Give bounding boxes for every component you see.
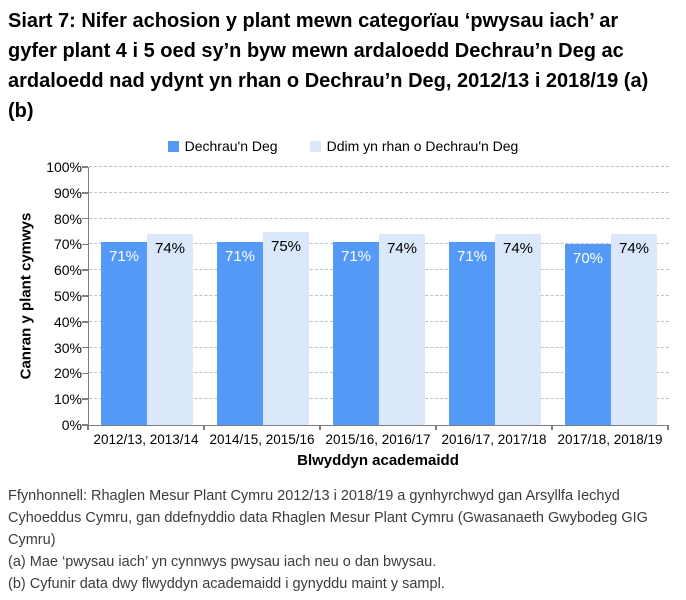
x-axis-tick (203, 425, 205, 430)
chart-title: Siart 7: Nifer achosion y plant mewn cat… (8, 10, 649, 122)
bar-ddim-yn-rhan: 75% (263, 231, 309, 425)
bar-dechraun-deg: 71% (333, 241, 379, 425)
note-a: (a) Mae ‘pwysau iach’ yn cynnwys pwysau … (8, 554, 437, 570)
bar-value-label: 74% (618, 240, 650, 258)
gridline (89, 217, 669, 219)
x-axis-tick (667, 425, 669, 430)
bar-value-label: 70% (572, 250, 604, 268)
y-axis-tick (82, 398, 88, 400)
x-axis-category-label: 2012/13, 2013/14 (93, 432, 199, 447)
legend: Dechrau'n Deg Ddim yn rhan o Dechrau'n D… (0, 138, 686, 154)
y-axis-tick (82, 346, 88, 349)
legend-item-dechraun-deg: Dechrau'n Deg (167, 138, 278, 154)
y-axis-tick-label: 0% (61, 417, 82, 433)
x-axis-tick (435, 425, 437, 430)
x-axis-category-label: 2014/15, 2015/16 (209, 432, 315, 447)
legend-item-ddim-yn-rhan: Ddim yn rhan o Dechrau'n Deg (309, 138, 519, 154)
y-axis-tick-label: 30% (53, 339, 82, 356)
bar-ddim-yn-rhan: 74% (379, 234, 425, 425)
x-axis-tick (87, 425, 89, 430)
legend-swatch-dechraun-deg (167, 140, 179, 152)
y-axis-tick-label: 70% (53, 236, 82, 253)
bar-value-label: 74% (154, 240, 186, 258)
y-axis-tick (82, 243, 88, 246)
y-axis-tick (82, 321, 88, 323)
y-axis-tick-label: 50% (53, 288, 82, 304)
bar-value-label: 71% (108, 247, 140, 265)
x-axis-category-label: 2017/18, 2018/19 (557, 432, 663, 447)
y-axis-tick (82, 217, 88, 220)
bar-value-label: 74% (502, 240, 534, 258)
bar-value-label: 71% (340, 247, 372, 265)
y-axis-tick (82, 269, 88, 271)
bar-dechraun-deg: 71% (217, 241, 263, 425)
y-axis-tick (82, 192, 88, 194)
plot-area: 71% 74% 71% 75% 71% 74% 71% 74% 70% 74% (88, 166, 669, 426)
bar-dechraun-deg: 71% (449, 241, 495, 425)
y-axis-tick (82, 166, 88, 168)
bar-value-label: 71% (224, 247, 256, 265)
y-axis-tick-label: 90% (53, 184, 82, 201)
y-axis-tick-label: 80% (53, 210, 82, 227)
footnotes: Ffynhonnell: Rhaglen Mesur Plant Cymru 2… (8, 485, 680, 595)
bar-ddim-yn-rhan: 74% (611, 234, 657, 425)
legend-label: Dechrau'n Deg (184, 138, 278, 154)
y-axis-tick-label: 100% (46, 159, 82, 175)
x-axis-category-label: 2016/17, 2017/18 (441, 432, 547, 447)
x-axis-tick (551, 425, 553, 430)
bar-value-label: 71% (456, 247, 488, 265)
y-axis-tick (82, 424, 88, 426)
x-axis-category-label: 2015/16, 2016/17 (325, 432, 431, 447)
bar-dechraun-deg: 70% (565, 244, 611, 425)
y-axis-tick-label: 20% (53, 365, 82, 382)
y-axis-tick (82, 372, 88, 375)
y-axis-tick-label: 40% (53, 313, 82, 330)
legend-label: Ddim yn rhan o Dechrau'n Deg (326, 138, 519, 154)
y-axis-tick (82, 295, 88, 297)
legend-swatch-ddim-yn-rhan (309, 140, 321, 152)
bar-ddim-yn-rhan: 74% (147, 234, 193, 425)
gridline (89, 191, 669, 193)
gridline (89, 166, 669, 167)
bar-dechraun-deg: 71% (101, 241, 147, 425)
source-note: Ffynhonnell: Rhaglen Mesur Plant Cymru 2… (8, 488, 648, 548)
bar-value-label: 74% (386, 240, 418, 258)
bar-value-label: 75% (270, 237, 302, 255)
bar-ddim-yn-rhan: 74% (495, 234, 541, 425)
y-axis-tick-label: 10% (53, 391, 82, 408)
x-axis-tick (319, 425, 321, 430)
note-b: (b) Cyfunir data dwy flwyddyn academaidd… (8, 576, 445, 592)
x-axis-title: Blwyddyn academaidd (297, 452, 459, 469)
y-axis-tick-label: 60% (53, 262, 82, 279)
